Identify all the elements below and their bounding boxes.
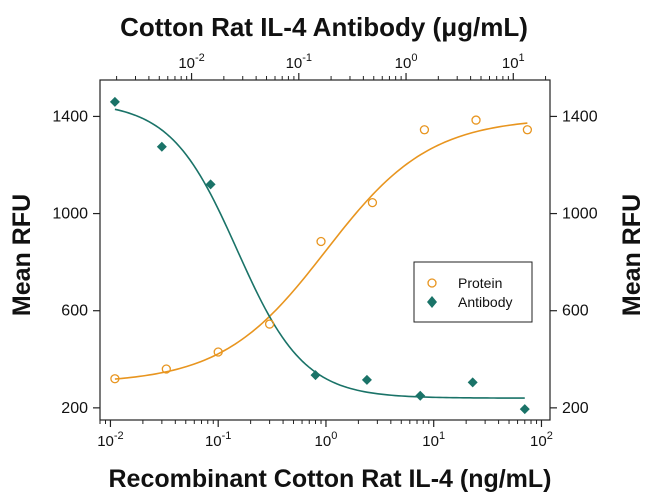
legend-protein-marker — [427, 278, 437, 288]
protein-data-point — [316, 236, 326, 247]
antibody-data-point — [467, 377, 478, 388]
y-right-tick-label: 1000 — [562, 206, 598, 223]
chart-title: Cotton Rat IL-4 Antibody (μg/mL) — [120, 12, 528, 42]
legend-antibody-label: Antibody — [458, 294, 512, 310]
fit-curve-antibody — [114, 108, 525, 399]
top-x-tick-label: 100 — [395, 52, 418, 72]
protein-data-point — [419, 125, 430, 135]
y-left-tick-label: 200 — [61, 400, 88, 417]
y-right-tick-label: 1400 — [562, 108, 598, 125]
x-tick-label: 102 — [530, 430, 553, 450]
protein-data-point — [471, 115, 481, 125]
top-x-tick-label: 10-1 — [286, 52, 312, 72]
x-tick-label: 10-2 — [97, 430, 123, 450]
y-left-tick-label: 600 — [61, 303, 88, 320]
top-x-tick-label: 101 — [502, 52, 525, 72]
fit-curve-protein — [114, 122, 528, 380]
protein-data-point — [264, 319, 275, 329]
y-left-tick-label: 1000 — [52, 206, 88, 223]
data-points — [109, 96, 533, 415]
antibody-data-point — [415, 390, 426, 401]
x-axis-label: Recombinant Cotton Rat IL-4 (ng/mL) — [108, 465, 551, 493]
legend-protein-label: Protein — [458, 275, 502, 291]
legend: Protein Antibody — [413, 261, 533, 323]
antibody-data-point — [310, 370, 321, 381]
antibody-data-point — [205, 179, 216, 190]
antibody-data-point — [361, 374, 372, 385]
protein-data-point — [213, 347, 223, 357]
axis-ticks: 10-2 10-1 100 101 102 10-2 10-1 100 101 200 200 600… — [52, 52, 597, 450]
legend-box — [413, 261, 533, 323]
antibody-data-point — [109, 96, 120, 107]
protein-data-point — [367, 197, 378, 208]
x-tick-label: 101 — [422, 430, 445, 450]
top-x-tick-label: 10-2 — [178, 52, 204, 72]
plot-frame — [99, 79, 551, 421]
y-left-tick-label: 1400 — [52, 108, 88, 125]
legend-antibody-marker — [427, 296, 437, 308]
x-tick-label: 100 — [315, 430, 338, 450]
protein-data-point — [161, 364, 171, 374]
antibody-data-point — [156, 141, 167, 152]
y-axis-label-left: Mean RFU — [8, 194, 36, 316]
protein-data-point — [522, 125, 533, 135]
fit-curves — [114, 108, 528, 399]
x-tick-label: 10-1 — [205, 430, 231, 450]
y-axis-label-right: Mean RFU — [618, 194, 646, 316]
y-right-tick-label: 600 — [562, 303, 589, 320]
antibody-data-point — [519, 404, 530, 415]
y-right-tick-label: 200 — [562, 400, 589, 417]
protein-data-point — [110, 374, 120, 384]
